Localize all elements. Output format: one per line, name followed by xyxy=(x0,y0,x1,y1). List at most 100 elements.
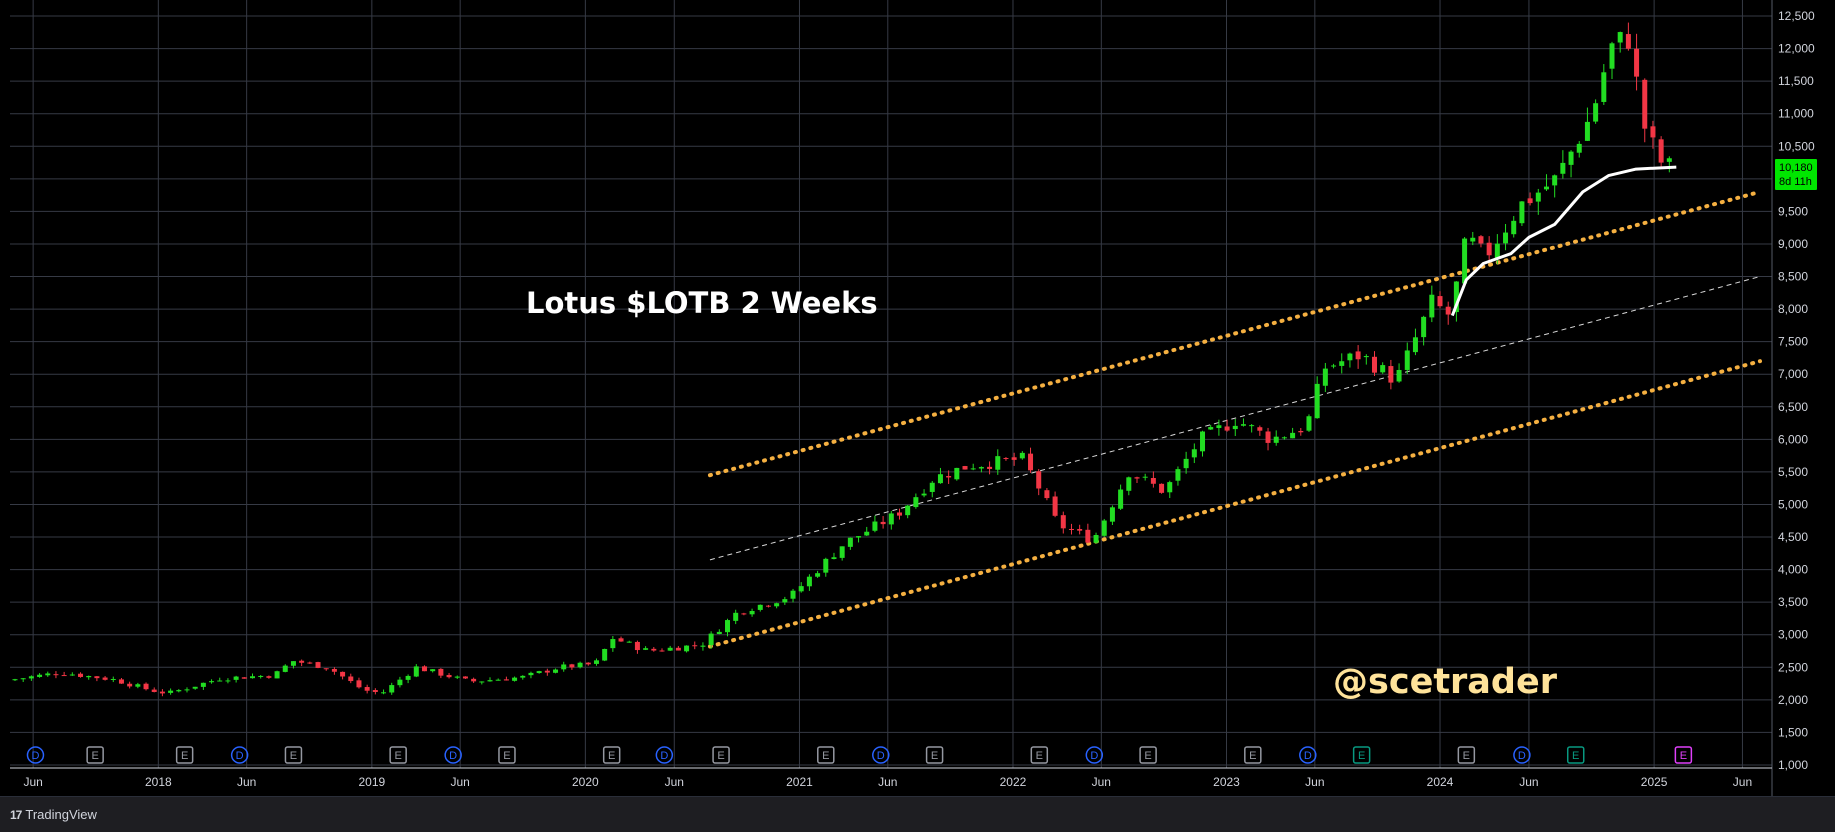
tradingview-logo[interactable]: 17 TradingView xyxy=(10,807,97,822)
candle-body xyxy=(896,512,902,516)
y-tick-label: 5,000 xyxy=(1778,497,1808,511)
candle-body xyxy=(962,466,968,470)
candle-body xyxy=(1617,32,1623,43)
earnings-marker-label: E xyxy=(822,750,829,762)
watermark-handle: @scetrader xyxy=(1333,662,1558,702)
candle-body xyxy=(1290,432,1296,439)
candle-body xyxy=(413,666,419,677)
candle-body xyxy=(1331,365,1337,367)
earnings-marker-label: E xyxy=(1249,750,1256,762)
candle-body xyxy=(1257,427,1263,431)
candle-body xyxy=(856,536,862,538)
dividend-marker-label: D xyxy=(449,750,457,762)
candle-body xyxy=(675,647,681,651)
candle-body xyxy=(176,690,182,692)
x-tick-label: 2024 xyxy=(1427,775,1454,789)
candle-body xyxy=(1036,471,1042,489)
candle-body xyxy=(1470,237,1476,242)
candle-body xyxy=(258,675,264,677)
candle-body xyxy=(1044,490,1050,499)
y-tick-label: 8,000 xyxy=(1778,302,1808,316)
candle-body xyxy=(307,662,313,664)
candle-body xyxy=(127,683,133,687)
candle-body xyxy=(1052,496,1058,516)
candle-body xyxy=(421,666,427,672)
earnings-marker xyxy=(1139,746,1157,764)
earnings-marker-label: E xyxy=(1358,750,1365,762)
y-tick-label: 7,500 xyxy=(1778,335,1808,349)
candle-body xyxy=(364,687,370,691)
candle-body xyxy=(757,604,763,610)
last-price-badge-bg xyxy=(1775,159,1817,190)
last-price-countdown: 8d 11h xyxy=(1779,176,1812,188)
earnings-marker xyxy=(86,746,104,764)
earnings-marker-label: E xyxy=(290,750,297,762)
candle-body xyxy=(1093,535,1099,543)
x-tick-label: 2020 xyxy=(572,775,599,789)
candle-body xyxy=(528,672,534,676)
candle-body xyxy=(1085,529,1091,543)
earnings-marker-label: E xyxy=(1680,750,1687,762)
candle-body xyxy=(1109,507,1115,522)
candle-body xyxy=(1281,437,1287,439)
candle-body xyxy=(495,679,501,681)
candle-body xyxy=(839,546,845,558)
dividend-marker xyxy=(655,746,674,764)
x-tick-label: 2021 xyxy=(786,775,813,789)
y-tick-label: 2,000 xyxy=(1778,693,1808,707)
candle-body xyxy=(200,682,206,687)
candle-body xyxy=(1535,192,1541,202)
y-tick-label: 3,500 xyxy=(1778,595,1808,609)
candle-body xyxy=(1118,489,1124,509)
candle-body xyxy=(1437,296,1443,307)
candle-body xyxy=(888,513,894,525)
candle-body xyxy=(1126,477,1132,491)
candle-body xyxy=(987,466,993,469)
earnings-marker xyxy=(1030,746,1049,764)
candle-body xyxy=(659,650,665,652)
candle-body xyxy=(1363,356,1369,358)
candle-body xyxy=(553,669,559,673)
dividend-marker xyxy=(230,746,249,764)
earnings-marker-label: E xyxy=(1463,750,1470,762)
candle-body xyxy=(667,647,673,651)
price-chart[interactable]: Lotus $LOTB 2 Weeks @scetrader D E E D E E D E E… xyxy=(0,0,1835,796)
time-axis[interactable]: Jun 2018 Jun 2019 Jun 2020 Jun 2021 Jun 2022 Jun 20… xyxy=(23,775,1752,789)
dividend-marker xyxy=(444,746,462,764)
candle-body xyxy=(708,633,714,646)
candle-body xyxy=(1412,337,1418,353)
candle-body xyxy=(1609,43,1615,69)
chart-title: Lotus $LOTB 2 Weeks xyxy=(526,286,878,320)
candle-body xyxy=(626,641,632,643)
candle-body xyxy=(831,557,837,560)
earnings-marker xyxy=(498,746,516,764)
candle-body xyxy=(978,467,984,469)
price-axis[interactable]: 1,000 1,500 2,000 2,500 3,000 3,500 4,000 4,500… xyxy=(1778,9,1815,772)
candle-body xyxy=(487,680,493,682)
candle-body xyxy=(1265,431,1271,443)
candle-body xyxy=(823,558,829,573)
candle-body xyxy=(905,505,911,516)
earnings-marker xyxy=(817,746,835,764)
candle-body xyxy=(1249,425,1255,427)
y-tick-label: 1,000 xyxy=(1778,758,1808,772)
x-tick-label: Jun xyxy=(1305,775,1324,789)
candle-body xyxy=(1019,452,1025,459)
y-tick-label: 9,000 xyxy=(1778,237,1808,251)
candle-body xyxy=(1068,528,1074,530)
y-tick-label: 10,500 xyxy=(1778,139,1815,153)
dividend-marker-label: D xyxy=(236,750,244,762)
x-tick-label: 2025 xyxy=(1641,775,1668,789)
y-tick-label: 2,500 xyxy=(1778,660,1808,674)
candle-body xyxy=(1150,478,1156,484)
y-tick-label: 11,000 xyxy=(1778,107,1814,121)
candle-body xyxy=(1134,477,1140,479)
candle-body xyxy=(1503,232,1509,244)
candle-body xyxy=(1642,79,1648,129)
earnings-marker xyxy=(389,746,407,764)
dividend-marker-label: D xyxy=(1090,750,1098,762)
candle-body xyxy=(1396,369,1402,382)
candle-body xyxy=(1486,242,1492,256)
y-tick-label: 9,500 xyxy=(1778,204,1808,218)
candle-body xyxy=(1167,482,1173,493)
